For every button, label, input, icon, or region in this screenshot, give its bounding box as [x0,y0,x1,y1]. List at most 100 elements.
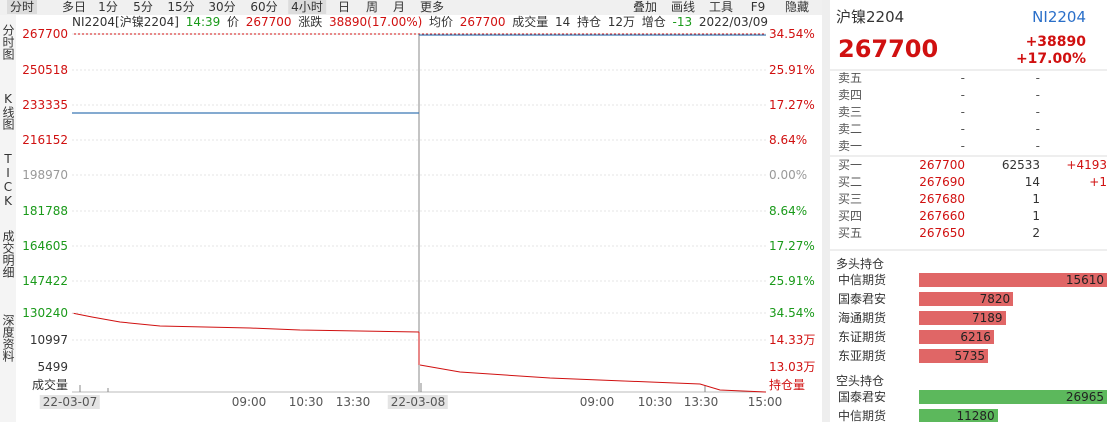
broker-name: 中信期货 [838,273,887,287]
toolbar-tab[interactable]: 1分 [98,0,118,14]
left-axis-label: 147422 [22,274,68,288]
left-axis-label: 130240 [22,306,68,320]
order-book-cell: 买四 [838,209,863,223]
left-axis-label: 5499 [37,360,68,374]
toolbar-tab[interactable]: 月 [392,0,406,14]
broker-name: 东证期货 [838,330,887,344]
toolbar-tab[interactable]: 周 [365,0,379,14]
toolbar-tab[interactable]: 日 [337,0,351,14]
position-line [419,364,767,393]
toolbar-tab[interactable]: 30分 [208,0,236,14]
price-change: +38890 [1025,34,1086,50]
order-book-cell: 1 [1032,192,1040,206]
info-item: 12万 [607,15,636,29]
toolbar-bg [0,0,822,15]
toolbar-tool[interactable]: F9 [750,0,766,14]
order-book-cell: 买三 [838,192,863,206]
order-book-cell: 买五 [838,226,863,240]
toolbar-tool[interactable]: 画线 [670,0,696,14]
x-axis-label: 10:30 [637,395,673,409]
price-change-pct: +17.00% [1015,51,1086,67]
toolbar-tab[interactable]: 5分 [133,0,153,14]
right-axis-label: 34.54% [769,27,815,41]
position-bar [919,311,1006,325]
broker-name: 国泰君安 [838,292,887,306]
toolbar-tool[interactable]: 工具 [708,0,734,14]
info-item: 2022/03/09 [698,15,768,29]
toolbar-tab[interactable]: 分时 [6,0,38,14]
order-book-cell: 1 [1032,209,1040,223]
info-item: 267700 [245,15,292,29]
info-item: 38890(17.00%) [329,15,423,29]
toolbar-tab[interactable]: 60分 [250,0,278,14]
positions-title: 多头持仓 [836,257,885,271]
order-book-cell: 267680 [919,192,965,206]
order-book-cell: 2 [1032,226,1040,240]
broker-name: 国泰君安 [838,390,887,404]
order-book-cell: 267690 [919,175,965,189]
position-value: 5735 [954,349,986,363]
position-bar [919,390,1107,404]
side-bar-bg [0,15,16,422]
toolbar-tool[interactable]: 隐藏 [784,0,810,14]
position-line [71,312,420,333]
order-book-cell: 卖五 [838,71,863,85]
toolbar-tab[interactable]: 15分 [167,0,195,14]
right-axis-label: 17.27% [769,239,815,253]
x-axis-label: 13:30 [335,395,371,409]
side-tab[interactable]: TICK [1,152,15,208]
left-axis-label: 10997 [29,333,68,347]
x-axis-label: 13:30 [683,395,719,409]
volume-bars [79,383,706,392]
order-book-cell: 卖四 [838,88,863,102]
side-tab[interactable]: K线图 [1,92,15,130]
side-tab[interactable]: 深度资料 [1,314,15,362]
broker-name: 东亚期货 [838,349,887,363]
position-value: 26965 [1065,390,1104,404]
order-book-cell: - [960,71,965,85]
toolbar-tab[interactable]: 4小时 [288,0,326,14]
order-book-cell: 卖一 [838,139,863,153]
info-item: 成交量 [512,15,549,29]
toolbar-tool[interactable]: 叠加 [632,0,658,14]
order-book-cell: 14 [1024,175,1040,189]
right-axis-label: 14.33万 [769,333,816,347]
order-book-cell: +4193 [1066,158,1107,172]
order-book-cell: 267660 [919,209,965,223]
position-bar [919,349,989,363]
position-bar [919,273,1107,287]
right-axis-label: 持仓量 [769,378,806,392]
order-book-cell: - [1035,122,1040,136]
symbol-name: 沪镍2204 [836,8,905,26]
left-axis-label: 233335 [22,98,68,112]
order-book-cell: 买一 [838,158,863,172]
x-axis-label: 10:30 [288,395,324,409]
toolbar-tab[interactable]: 更多 [419,0,445,14]
x-axis-label: 09:00 [579,395,615,409]
info-item: 价 [227,15,240,29]
position-value: 6216 [960,330,991,344]
left-axis-label: 198970 [22,168,68,182]
broker-name: 海通期货 [838,311,887,325]
position-value: 7189 [972,311,1003,325]
order-book-cell: 267650 [919,226,965,240]
order-book-cell: 267700 [919,158,965,172]
position-bar [919,330,994,344]
order-book-cell: 卖二 [838,122,863,136]
left-axis-label: 164605 [22,239,68,253]
left-axis-label: 181788 [22,204,68,218]
x-axis-label: 22-03-08 [387,395,449,409]
order-book-cell: - [960,139,965,153]
info-item: 14 [555,15,571,29]
left-axis-label: 250518 [22,63,68,77]
order-book-cell: - [960,88,965,102]
broker-name: 中信期货 [838,409,887,422]
position-bar [919,292,1014,306]
position-value: 11280 [956,409,995,422]
left-axis-label: 216152 [22,133,68,147]
toolbar-tab[interactable]: 多日 [61,0,87,14]
side-tab[interactable]: 成交明细 [1,230,15,278]
left-axis-label: 267700 [22,27,68,41]
side-tab[interactable]: 分时图 [1,24,15,60]
